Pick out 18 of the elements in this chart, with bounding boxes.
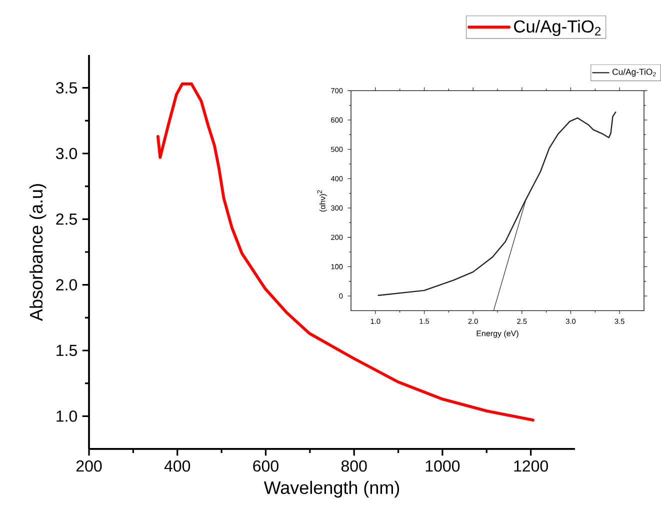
y-tick-label: 2.5 (56, 214, 77, 225)
x-tick-label: 800 (341, 460, 367, 472)
y-tick-label: 1.5 (56, 344, 77, 356)
x-axis-title: Wavelength (nm) (264, 480, 400, 498)
x-tick-label: 400 (164, 460, 190, 472)
y-tick-label: 1.0 (56, 410, 78, 422)
y-tick-label: 3.5 (56, 82, 77, 94)
x-tick-label: 1200 (514, 460, 548, 472)
x-tick-label: 200 (76, 460, 102, 472)
x-tick-label: 600 (253, 460, 278, 472)
legend-label: Cu/Ag-TiO$_{2}$ (514, 20, 601, 36)
legend-label: Cu/Ag-TiO$_{2}$ (612, 68, 656, 77)
y-axis-title: (αhν)$^{2}$ (317, 190, 327, 212)
x-tick-label: 1000 (426, 460, 460, 472)
x-axis-title: Energy (eV) (476, 330, 518, 338)
y-axis-title: Absorbance (a.u) (29, 184, 46, 321)
y-tick-label: 3.0 (56, 148, 78, 160)
y-tick-label: 2.0 (56, 279, 78, 290)
